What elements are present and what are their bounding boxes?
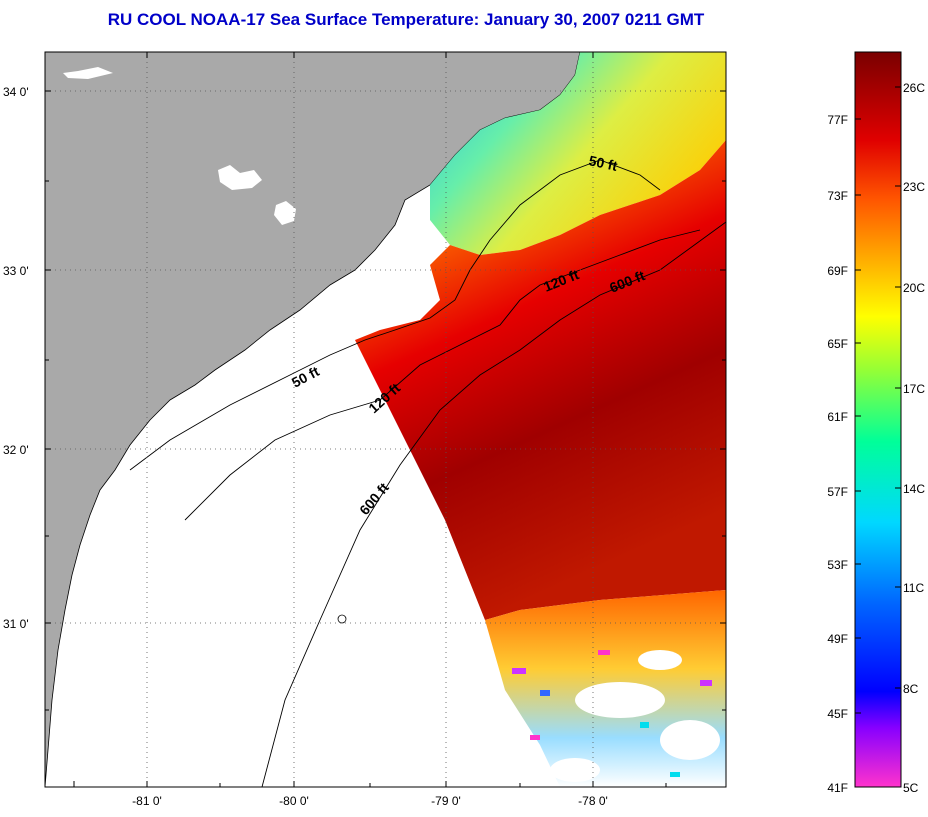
land-mass (44, 51, 581, 788)
lake-marks (63, 67, 296, 225)
lat-label-31: 31 0' (3, 617, 29, 631)
contour-label-50ft-north: 50 ft (587, 152, 619, 174)
colorbar-c-label: 20C (903, 281, 925, 295)
cloud-patches (550, 650, 720, 782)
gridlines (45, 52, 726, 787)
lon-label-81: -81 0' (132, 794, 162, 808)
tick-marks (45, 52, 726, 787)
lon-label-80: -80 0' (279, 794, 309, 808)
colorbar-c-label: 14C (903, 482, 925, 496)
colorbar-f-label: 61F (827, 410, 848, 424)
colorbar-f-label: 53F (827, 558, 848, 572)
colorbar-f-label: 45F (827, 707, 848, 721)
colorbar-c-label: 23C (903, 180, 925, 194)
colorbar-c-label: 26C (903, 81, 925, 95)
colorbar-f-label: 41F (827, 781, 848, 795)
colorbar (854, 51, 902, 788)
colorbar-f-label: 73F (827, 189, 848, 203)
colorbar-c-label: 17C (903, 382, 925, 396)
colorbar-c-label: 8C (903, 682, 919, 696)
sst-central-region (355, 140, 726, 620)
map-title: RU COOL NOAA-17 Sea Surface Temperature:… (107, 10, 705, 29)
colorbar-f-label: 49F (827, 632, 848, 646)
colorbar-f-label: 69F (827, 264, 848, 278)
lat-label-32: 32 0' (3, 443, 29, 457)
colorbar-f-label: 77F (827, 113, 848, 127)
map-border (44, 51, 727, 788)
colorbar-ticks (855, 86, 901, 714)
colorbar-f-label: 57F (827, 485, 848, 499)
contour-loop (337, 614, 347, 624)
depth-contours (129, 159, 727, 788)
lat-label-33: 33 0' (3, 264, 29, 278)
colorbar-c-label: 11C (903, 581, 924, 595)
colorbar-c-label: 5C (903, 781, 919, 795)
cool-speckles (512, 650, 712, 777)
lon-label-78: -78 0' (578, 794, 608, 808)
colorbar-f-label: 65F (827, 337, 848, 351)
lon-label-79: -79 0' (431, 794, 461, 808)
sst-north-region (430, 52, 726, 255)
lat-label-34: 34 0' (3, 85, 29, 99)
